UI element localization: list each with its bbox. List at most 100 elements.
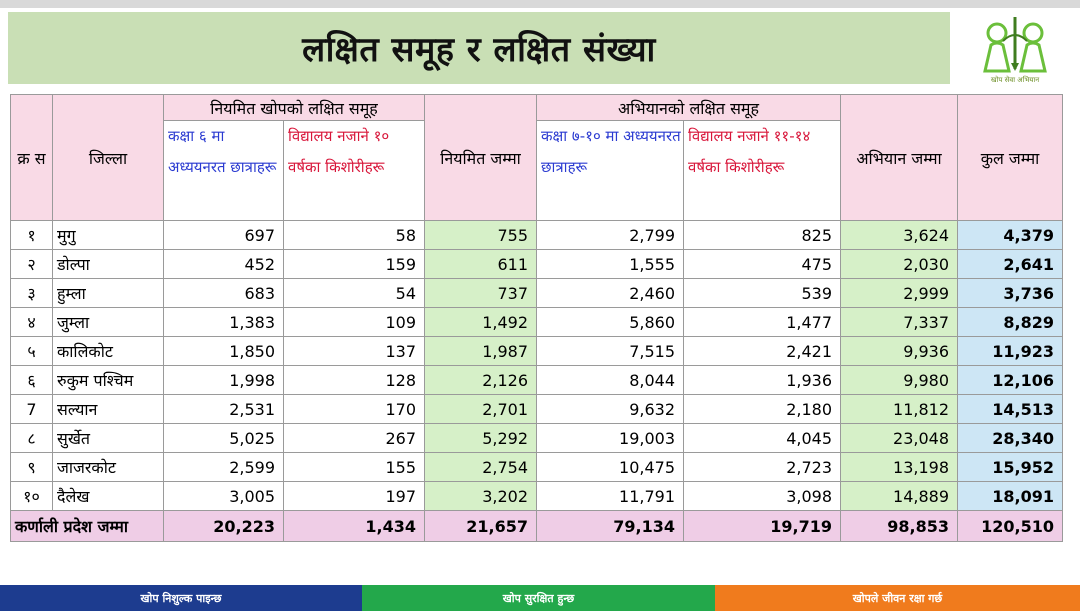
cell-campaign-students: 9,632 <box>536 394 684 424</box>
header-regular-students: कक्षा ६ मा अध्ययनरत छात्राहरू <box>163 120 284 221</box>
cell-regular-out-of-school: 128 <box>283 365 425 395</box>
cell-campaign-out-of-school: 3,098 <box>683 481 841 511</box>
table-row: ९ जाजरकोट 2,599 155 2,754 10,475 2,723 1… <box>10 452 1063 482</box>
total-regular-out-of-school: 1,434 <box>283 510 425 542</box>
cell-campaign-total: 11,812 <box>840 394 958 424</box>
table-row: ५ कालिकोट 1,850 137 1,987 7,515 2,421 9,… <box>10 336 1063 366</box>
cell-campaign-students: 8,044 <box>536 365 684 395</box>
cell-district: जाजरकोट <box>52 452 164 482</box>
cell-campaign-total: 3,624 <box>840 220 958 250</box>
cell-regular-total: 2,126 <box>424 365 537 395</box>
table-row: ३ हुम्ला 683 54 737 2,460 539 2,999 3,73… <box>10 278 1063 308</box>
cell-regular-students: 2,531 <box>163 394 284 424</box>
cell-campaign-students: 2,460 <box>536 278 684 308</box>
cell-regular-total: 611 <box>424 249 537 279</box>
cell-campaign-out-of-school: 4,045 <box>683 423 841 453</box>
cell-grand-total: 4,379 <box>957 220 1063 250</box>
cell-regular-total: 737 <box>424 278 537 308</box>
page-title: लक्षित समूह र लक्षित संख्या <box>302 30 656 70</box>
cell-regular-students: 1,998 <box>163 365 284 395</box>
cell-regular-total: 1,492 <box>424 307 537 337</box>
cell-campaign-students: 7,515 <box>536 336 684 366</box>
cell-grand-total: 14,513 <box>957 394 1063 424</box>
cell-grand-total: 11,923 <box>957 336 1063 366</box>
cell-district: रुकुम पश्चिम <box>52 365 164 395</box>
header-campaign-group: अभियानको लक्षित समूह <box>536 94 841 121</box>
table-row: ८ सुर्खेत 5,025 267 5,292 19,003 4,045 2… <box>10 423 1063 453</box>
cell-campaign-total: 13,198 <box>840 452 958 482</box>
cell-campaign-total: 9,980 <box>840 365 958 395</box>
cell-regular-students: 5,025 <box>163 423 284 453</box>
cell-sn: ८ <box>10 423 53 453</box>
total-label: कर्णाली प्रदेश जम्मा <box>10 510 164 542</box>
cell-campaign-out-of-school: 825 <box>683 220 841 250</box>
cell-campaign-out-of-school: 1,477 <box>683 307 841 337</box>
cell-sn: 7 <box>10 394 53 424</box>
header-regular-total: नियमित जम्मा <box>424 94 537 221</box>
campaign-logo: खोप सेवा अभियान <box>966 10 1064 88</box>
cell-district: हुम्ला <box>52 278 164 308</box>
children-umbrella-icon <box>983 17 1047 73</box>
cell-campaign-total: 9,936 <box>840 336 958 366</box>
cell-campaign-students: 5,860 <box>536 307 684 337</box>
cell-district: दैलेख <box>52 481 164 511</box>
cell-sn: २ <box>10 249 53 279</box>
cell-campaign-students: 19,003 <box>536 423 684 453</box>
cell-campaign-students: 2,799 <box>536 220 684 250</box>
cell-regular-total: 5,292 <box>424 423 537 453</box>
cell-sn: १० <box>10 481 53 511</box>
cell-regular-total: 3,202 <box>424 481 537 511</box>
total-regular-students: 20,223 <box>163 510 284 542</box>
header-regular-out-of-school: विद्यालय नजाने १० वर्षका किशोरीहरू <box>283 120 425 221</box>
cell-campaign-students: 1,555 <box>536 249 684 279</box>
total-grand-total: 120,510 <box>957 510 1063 542</box>
footer-slogan-safe: खोप सुरक्षित हुन्छ <box>362 585 715 611</box>
cell-regular-out-of-school: 170 <box>283 394 425 424</box>
cell-campaign-out-of-school: 2,723 <box>683 452 841 482</box>
cell-campaign-total: 2,030 <box>840 249 958 279</box>
target-group-table: क्र स जिल्ला नियमित खोपको लक्षित समूह नि… <box>10 94 1063 542</box>
header-grand-total: कुल जम्मा <box>957 94 1063 221</box>
cell-regular-students: 3,005 <box>163 481 284 511</box>
table-row: ६ रुकुम पश्चिम 1,998 128 2,126 8,044 1,9… <box>10 365 1063 395</box>
cell-campaign-students: 10,475 <box>536 452 684 482</box>
cell-regular-students: 1,383 <box>163 307 284 337</box>
cell-district: मुगु <box>52 220 164 250</box>
table-row: २ डोल्पा 452 159 611 1,555 475 2,030 2,6… <box>10 249 1063 279</box>
footer-slogan-life: खोपले जीवन रक्षा गर्छ <box>715 585 1080 611</box>
header-regular-group: नियमित खोपको लक्षित समूह <box>163 94 425 121</box>
footer-banner: खोप निशुल्क पाइन्छ खोप सुरक्षित हुन्छ खो… <box>0 585 1080 611</box>
cell-sn: १ <box>10 220 53 250</box>
cell-campaign-total: 23,048 <box>840 423 958 453</box>
cell-regular-total: 2,701 <box>424 394 537 424</box>
header-campaign-students: कक्षा ७-१० मा अध्ययनरत छात्राहरू <box>536 120 684 221</box>
cell-campaign-total: 2,999 <box>840 278 958 308</box>
cell-grand-total: 15,952 <box>957 452 1063 482</box>
cell-grand-total: 12,106 <box>957 365 1063 395</box>
header-campaign-total: अभियान जम्मा <box>840 94 958 221</box>
cell-campaign-students: 11,791 <box>536 481 684 511</box>
cell-regular-students: 683 <box>163 278 284 308</box>
cell-campaign-out-of-school: 2,180 <box>683 394 841 424</box>
table-row: 7 सल्यान 2,531 170 2,701 9,632 2,180 11,… <box>10 394 1063 424</box>
cell-district: कालिकोट <box>52 336 164 366</box>
cell-district: डोल्पा <box>52 249 164 279</box>
cell-grand-total: 8,829 <box>957 307 1063 337</box>
header-district: जिल्ला <box>52 94 164 221</box>
table-row: ४ जुम्ला 1,383 109 1,492 5,860 1,477 7,3… <box>10 307 1063 337</box>
cell-campaign-total: 14,889 <box>840 481 958 511</box>
total-campaign-students: 79,134 <box>536 510 684 542</box>
cell-campaign-total: 7,337 <box>840 307 958 337</box>
cell-sn: ६ <box>10 365 53 395</box>
title-banner: लक्षित समूह र लक्षित संख्या <box>8 12 950 84</box>
cell-regular-total: 755 <box>424 220 537 250</box>
cell-grand-total: 28,340 <box>957 423 1063 453</box>
cell-regular-out-of-school: 155 <box>283 452 425 482</box>
cell-regular-out-of-school: 267 <box>283 423 425 453</box>
cell-sn: ९ <box>10 452 53 482</box>
cell-district: सुर्खेत <box>52 423 164 453</box>
cell-regular-out-of-school: 159 <box>283 249 425 279</box>
cell-regular-out-of-school: 137 <box>283 336 425 366</box>
cell-sn: ५ <box>10 336 53 366</box>
total-row: कर्णाली प्रदेश जम्मा 20,223 1,434 21,657… <box>10 510 1063 542</box>
